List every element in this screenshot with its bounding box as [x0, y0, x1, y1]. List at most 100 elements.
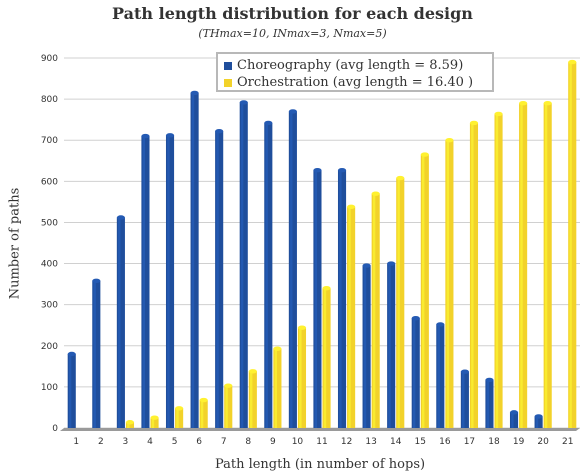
bar-cap	[224, 383, 233, 388]
x-tick-label-11: 11	[316, 437, 327, 447]
bar-orchestration-20	[543, 101, 552, 428]
bar-choreography-18	[485, 377, 494, 428]
bar-body	[519, 103, 528, 428]
bar-cap	[288, 109, 297, 114]
bar-highlight	[167, 135, 170, 429]
bar-choreography-2	[92, 278, 101, 428]
x-tick-label-17: 17	[464, 437, 475, 447]
bar-cap	[387, 261, 396, 266]
legend-label-choreography: Choreography (avg length = 8.59)	[237, 58, 464, 73]
bar-body	[396, 178, 405, 428]
x-tick-label-18: 18	[488, 437, 500, 447]
bar-cap	[347, 204, 356, 210]
bar-body	[534, 416, 543, 428]
bar-body	[199, 400, 208, 428]
bar-body	[165, 135, 175, 429]
bar-highlight	[372, 193, 376, 428]
bar-body	[347, 206, 356, 428]
bar-cap	[337, 168, 347, 173]
x-tick-label-1: 1	[73, 437, 79, 447]
bar-choreography-15	[411, 316, 420, 428]
bar-orchestration-7	[224, 383, 233, 428]
x-tick-label-7: 7	[221, 437, 227, 447]
bar-body	[485, 379, 494, 428]
x-tick-label-14: 14	[390, 437, 402, 447]
bar-cap	[534, 414, 543, 419]
y-tick-label: 400	[41, 260, 58, 270]
bar-highlight	[520, 103, 523, 428]
bar-orchestration-15	[420, 152, 429, 428]
bar-cap	[190, 90, 199, 96]
chart-subtitle: (THmax=10, INmax=3, Nmax=5)	[198, 27, 387, 40]
x-tick-label-3: 3	[123, 437, 129, 447]
bar-orchestration-16	[445, 138, 454, 428]
bar-highlight	[225, 385, 228, 428]
bar-orchestration-21	[568, 59, 577, 428]
bar-body	[445, 140, 454, 428]
bar-choreography-7	[215, 128, 224, 428]
bar-body	[371, 193, 380, 428]
bar-cap	[67, 351, 76, 357]
bar-highlight	[486, 379, 490, 428]
bar-cap	[543, 101, 552, 106]
bar-cap	[125, 420, 135, 425]
bar-body	[150, 417, 159, 428]
bar-cap	[519, 101, 528, 106]
bar-orchestration-12	[347, 204, 356, 428]
bar-body	[568, 62, 577, 428]
legend-swatch-orchestration	[224, 78, 232, 87]
bar-body	[337, 170, 347, 428]
bar-cap	[116, 215, 125, 220]
bar-highlight	[151, 417, 155, 428]
bar-highlight	[569, 62, 572, 428]
x-tick-label-15: 15	[415, 437, 426, 447]
bar-highlight	[535, 416, 539, 428]
bar-body	[215, 131, 224, 428]
bar-choreography-20	[534, 414, 543, 428]
bar-body	[190, 92, 199, 428]
bar-orchestration-11	[322, 286, 331, 428]
y-tick-label: 900	[41, 54, 58, 64]
plot-background	[64, 58, 580, 428]
bar-choreography-8	[239, 100, 248, 429]
bar-highlight	[421, 154, 425, 428]
y-tick-label: 700	[41, 136, 58, 146]
bar-highlight	[511, 412, 514, 428]
bar-body	[239, 102, 248, 429]
bar-body	[436, 324, 445, 428]
bar-choreography-9	[264, 120, 273, 428]
y-tick-label: 600	[41, 177, 58, 187]
bar-choreography-3	[116, 215, 125, 428]
bar-body	[313, 170, 322, 428]
bar-choreography-16	[436, 322, 445, 428]
plot-floor	[60, 428, 580, 431]
bar-orchestration-17	[469, 120, 479, 428]
bar-cap	[248, 369, 257, 374]
bar-highlight	[93, 280, 96, 428]
x-tick-label-13: 13	[365, 437, 376, 447]
bar-body	[362, 265, 371, 428]
bar-body	[92, 280, 101, 428]
bar-orchestration-5	[175, 406, 184, 428]
y-tick-label: 200	[41, 342, 58, 352]
bar-cap	[141, 133, 150, 139]
y-tick-label: 0	[52, 424, 58, 434]
bar-cap	[297, 325, 307, 330]
bar-highlight	[290, 111, 293, 428]
bar-highlight	[323, 288, 327, 428]
legend-item-choreography: Choreography (avg length = 8.59)	[224, 57, 492, 74]
x-tick-label-2: 2	[98, 437, 104, 447]
bar-body	[264, 122, 273, 428]
bar-cap	[175, 406, 184, 411]
bar-highlight	[118, 217, 121, 428]
bar-body	[543, 103, 552, 428]
bar-body	[116, 217, 125, 428]
bar-cap	[273, 346, 282, 351]
bar-orchestration-3	[125, 420, 135, 428]
bar-body	[494, 113, 503, 429]
bar-body	[420, 154, 429, 428]
bar-highlight	[299, 327, 302, 428]
legend-item-orchestration: Orchestration (avg length = 16.40 )	[224, 74, 492, 91]
x-tick-label-6: 6	[196, 437, 202, 447]
